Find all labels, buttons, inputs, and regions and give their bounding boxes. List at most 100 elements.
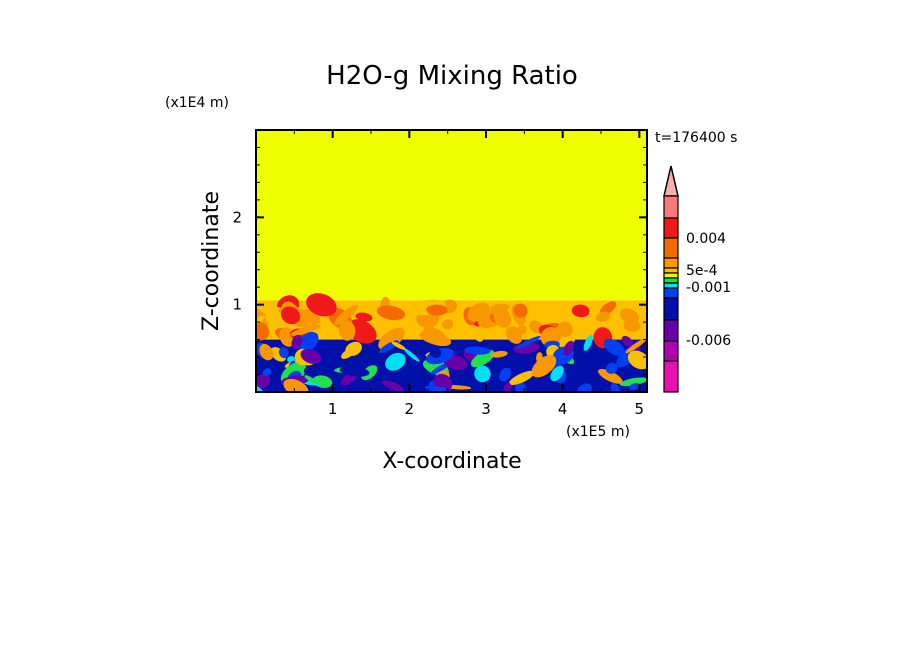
colorbar-swatch: [663, 217, 679, 239]
field-blob: [513, 303, 528, 318]
field-blob: [429, 347, 442, 358]
field-blob: [256, 383, 266, 392]
colorbar-swatch: [663, 360, 679, 393]
time-label: t=176400 s: [655, 130, 737, 146]
x-tick-label: 2: [405, 400, 415, 418]
field-blob: [518, 324, 527, 335]
field-blob: [278, 347, 289, 359]
field-blob: [583, 334, 593, 351]
field-blob: [628, 383, 641, 391]
field-blob: [291, 334, 303, 350]
colorbar-swatch: [663, 237, 679, 259]
field-blob: [577, 383, 592, 392]
field-blob: [605, 362, 618, 374]
field-blob: [493, 307, 512, 328]
field-blob: [603, 338, 625, 356]
x-tick-label: 4: [558, 400, 568, 418]
field-blob: [376, 305, 405, 321]
field-blob: [338, 320, 356, 341]
field-blob: [565, 374, 578, 386]
field-blob: [621, 335, 634, 348]
field-blob: [506, 326, 523, 344]
field-blob: [426, 304, 448, 316]
colorbar-swatch: [663, 287, 679, 299]
field-blob: [474, 365, 491, 383]
contour-field: [256, 130, 647, 392]
field-blob: [563, 340, 575, 356]
field-blob: [503, 382, 512, 392]
field-blob: [467, 302, 490, 322]
field-blob: [306, 293, 337, 317]
field-blob: [598, 368, 623, 384]
field-blob: [491, 350, 508, 358]
field-blob: [595, 311, 611, 322]
colorbar-swatch: [663, 257, 679, 269]
field-blob: [619, 377, 647, 387]
colorbar-extend-triangle: [663, 165, 679, 197]
field-blob: [381, 380, 405, 392]
colorbar-swatch: [663, 319, 679, 342]
field-blob: [300, 348, 322, 364]
colorbar-swatch: [663, 297, 679, 321]
field-blob: [464, 346, 491, 355]
field-blob: [498, 367, 512, 382]
field-region-0: [256, 130, 647, 301]
plot-frame: [255, 129, 648, 393]
colorbar-swatch: [663, 340, 679, 362]
field-blob: [339, 366, 370, 377]
field-blob: [474, 331, 484, 342]
x-tick-label: 1: [328, 400, 338, 418]
y-axis-label: Z-coordinate: [199, 191, 224, 331]
field-blob: [557, 321, 573, 338]
field-blob: [442, 319, 454, 330]
x-scale-label: (x1E5 m): [566, 424, 630, 440]
field-blob: [401, 376, 421, 392]
field-blob: [627, 350, 647, 370]
field-blob: [508, 370, 535, 386]
colorbar-label: -0.001: [686, 280, 731, 296]
field-blob: [262, 368, 272, 377]
field-blob: [259, 343, 274, 361]
field-blob: [516, 336, 541, 349]
axis-ticks: 1 2 3 4 5 1 2: [232, 130, 647, 418]
field-blob: [515, 381, 527, 392]
x-axis-label: X-coordinate: [382, 449, 521, 474]
field-blob: [531, 355, 557, 378]
field-blob: [385, 352, 406, 371]
field-blob: [378, 327, 405, 350]
field-blob: [610, 383, 621, 392]
field-blob: [280, 306, 301, 325]
y-tick-label: 2: [232, 208, 242, 226]
colorbar-label: -0.006: [686, 333, 731, 349]
field-blob: [424, 385, 447, 392]
colorbar-swatch: [663, 195, 679, 219]
field-blob: [623, 320, 641, 332]
y-scale-label: (x1E4 m): [165, 95, 229, 111]
colorbar-swatch: [663, 277, 679, 284]
colorbar-label: 5e-4: [686, 263, 718, 279]
field-blob: [256, 321, 270, 341]
x-tick-label: 5: [635, 400, 645, 418]
field-blob: [303, 364, 323, 377]
colorbar-label: 0.004: [686, 231, 726, 247]
x-tick-label: 3: [481, 400, 491, 418]
field-blob: [298, 331, 319, 353]
field-blob: [355, 312, 373, 322]
field-blob: [304, 375, 317, 384]
field-blob: [256, 373, 271, 389]
field-blob: [550, 365, 564, 382]
chart-title: H2O-g Mixing Ratio: [326, 61, 578, 91]
colorbar: 0.004 5e-4-0.001 -0.006: [663, 165, 731, 393]
field-blob: [391, 341, 406, 350]
field-blob: [290, 324, 321, 336]
field-blob: [385, 367, 405, 383]
field-blob: [345, 341, 362, 357]
colorbar-swatch: [663, 282, 679, 289]
field-blob: [470, 349, 495, 368]
field-blob: [346, 319, 377, 344]
field-blob: [571, 304, 590, 318]
field-blob: [334, 304, 358, 326]
colorbar-swatch: [663, 267, 679, 274]
field-blob: [419, 330, 452, 347]
